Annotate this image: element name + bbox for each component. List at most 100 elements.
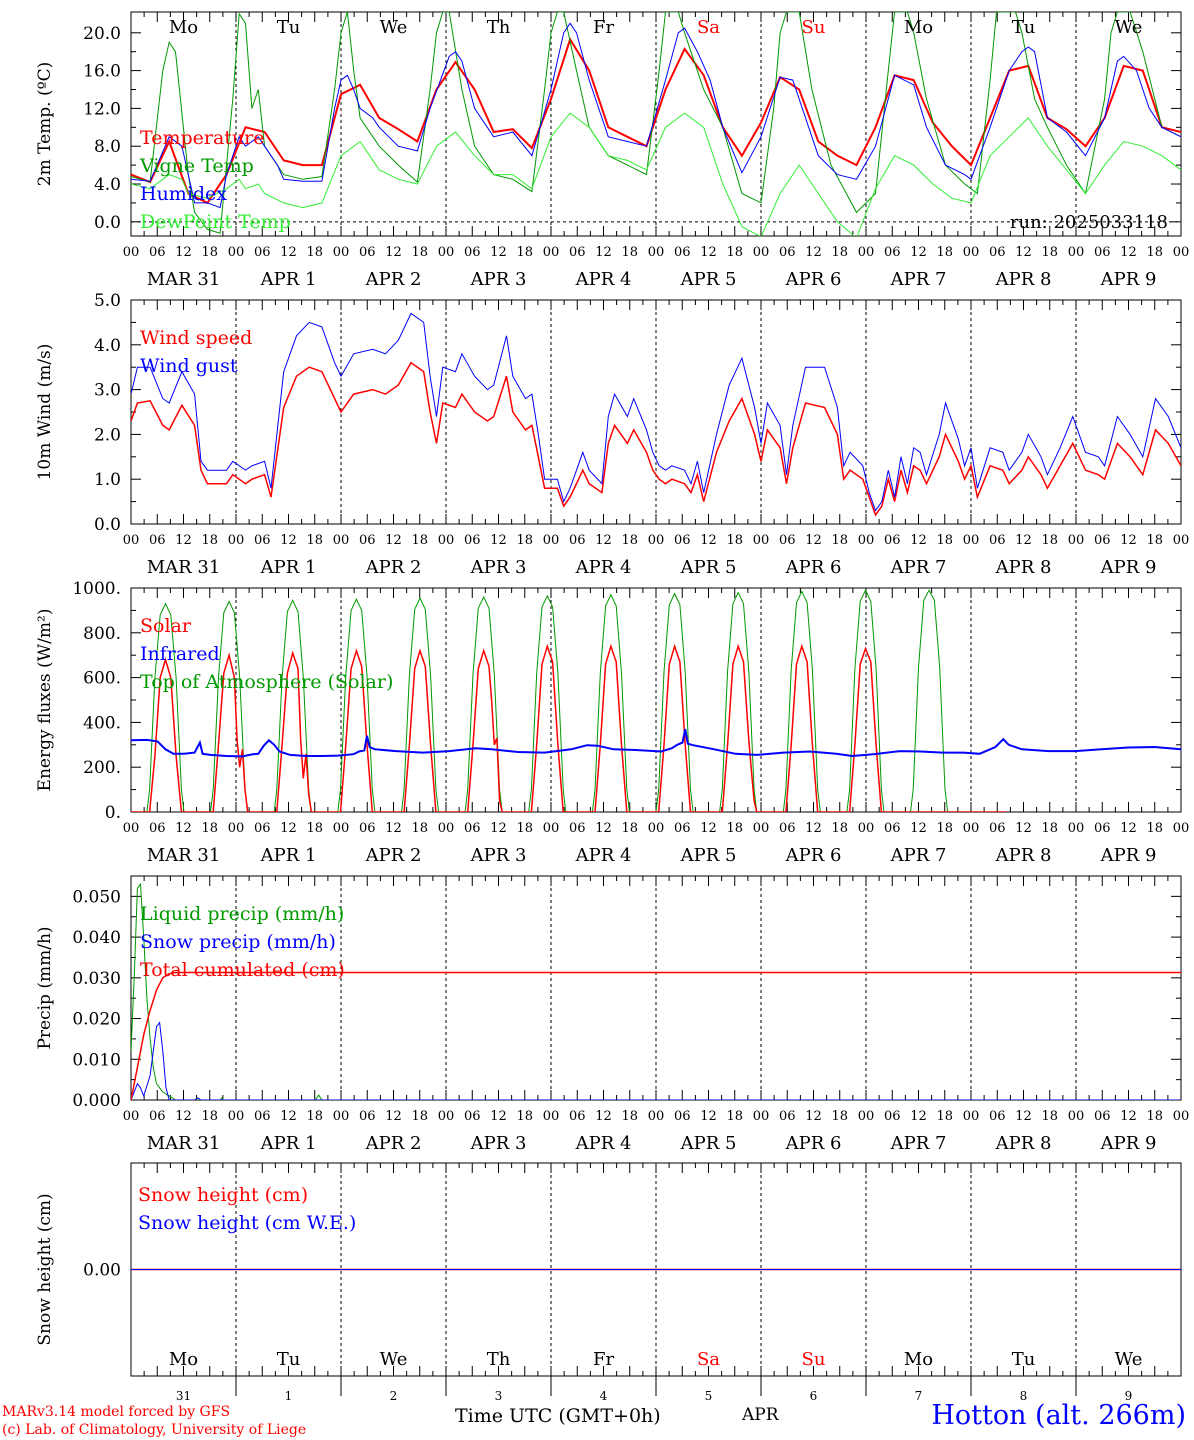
hour-tick-label: 18: [306, 1109, 323, 1124]
hour-tick-label: 18: [1146, 821, 1163, 836]
date-label: APR 7: [890, 1133, 947, 1154]
y-tick-label: 2.0: [94, 425, 121, 445]
y-tick-label: 0.0: [94, 515, 121, 535]
date-label: APR 6: [785, 845, 842, 866]
date-label: MAR 31: [147, 1133, 221, 1154]
hour-tick-label: 18: [201, 1109, 218, 1124]
hour-tick-label: 00: [648, 245, 665, 260]
hour-tick-label: 00: [228, 533, 245, 548]
legend-entry: Snow height (cm): [138, 1184, 308, 1206]
hour-tick-label: 18: [831, 533, 848, 548]
hour-tick-label: 18: [1041, 1109, 1058, 1124]
day-number-label: 8: [1020, 1389, 1028, 1403]
hour-tick-label: 00: [753, 533, 770, 548]
y-tick-label: 1.0: [94, 470, 121, 490]
day-number-label: 6: [810, 1389, 818, 1403]
date-label: APR 9: [1100, 557, 1157, 578]
y-tick-label: 4.0: [94, 175, 121, 195]
hour-tick-label: 06: [674, 245, 691, 260]
weekday-label: We: [380, 17, 408, 38]
hour-tick-label: 00: [333, 533, 350, 548]
hour-tick-label: 12: [700, 821, 717, 836]
hour-tick-label: 06: [569, 245, 586, 260]
day-number-label: 5: [705, 1389, 713, 1403]
hour-tick-label: 18: [621, 1109, 638, 1124]
date-label: APR 1: [260, 845, 317, 866]
hour-tick-label: 06: [779, 245, 796, 260]
y-tick-label: 0.030: [72, 969, 121, 989]
date-label: APR 5: [680, 845, 737, 866]
y-axis-label: 10m Wind (m/s): [35, 344, 55, 481]
hour-tick-label: 06: [989, 821, 1006, 836]
date-label: APR 4: [575, 269, 632, 290]
date-label: APR 4: [575, 845, 632, 866]
weekday-label: Th: [487, 1349, 511, 1370]
y-tick-label: 3.0: [94, 381, 121, 401]
legend-entry: Snow precip (mm/h): [140, 931, 336, 953]
weekday-label: Su: [802, 17, 826, 38]
hour-tick-label: 00: [648, 533, 665, 548]
hour-tick-label: 18: [1146, 245, 1163, 260]
hour-tick-label: 00: [438, 1109, 455, 1124]
hour-tick-label: 00: [1173, 821, 1190, 836]
hour-tick-label: 12: [280, 821, 297, 836]
hour-tick-label: 18: [831, 245, 848, 260]
series-line-snow-precip-mm-h-: [131, 1021, 1181, 1100]
hour-tick-label: 18: [936, 245, 953, 260]
hour-tick-label: 00: [858, 533, 875, 548]
hour-tick-label: 06: [989, 1109, 1006, 1124]
hour-tick-label: 00: [963, 1109, 980, 1124]
weekday-label: Tu: [277, 17, 301, 38]
y-axis-label: 2m Temp. (ºC): [35, 62, 55, 187]
legend-entry: Top of Atmosphere (Solar): [140, 671, 393, 693]
hour-tick-label: 00: [1173, 1109, 1190, 1124]
hour-tick-label: 06: [989, 533, 1006, 548]
date-label: APR 8: [995, 845, 1052, 866]
hour-tick-label: 00: [123, 245, 140, 260]
hour-tick-label: 12: [1015, 1109, 1032, 1124]
plot-frame: [130, 299, 1182, 525]
hour-tick-label: 12: [805, 245, 822, 260]
hour-tick-label: 12: [385, 533, 402, 548]
y-tick-label: 16.0: [83, 62, 121, 82]
y-tick-label: 0.000: [72, 1091, 121, 1111]
weekday-label: Mo: [904, 1349, 933, 1370]
hour-tick-label: 00: [333, 245, 350, 260]
y-tick-label: 0.010: [72, 1050, 121, 1070]
hour-tick-label: 12: [910, 1109, 927, 1124]
hour-tick-label: 06: [254, 821, 271, 836]
day-number-label: 1: [285, 1389, 293, 1403]
date-label: APR 1: [260, 269, 317, 290]
hour-tick-label: 12: [805, 821, 822, 836]
date-label: APR 9: [1100, 845, 1157, 866]
legend-entry: Solar: [140, 615, 192, 637]
hour-tick-label: 06: [569, 821, 586, 836]
date-label: APR 2: [365, 269, 422, 290]
legend-entry: Humidex: [140, 183, 227, 205]
hour-tick-label: 12: [385, 245, 402, 260]
series-line-wind-gust: [131, 312, 1181, 512]
y-tick-label: 20.0: [83, 24, 121, 44]
hour-tick-label: 00: [858, 1109, 875, 1124]
legend-entry: Vigne Temp: [139, 155, 254, 177]
date-label: APR 2: [365, 845, 422, 866]
weekday-label: Mo: [904, 17, 933, 38]
hour-tick-label: 00: [228, 821, 245, 836]
date-label: APR 9: [1100, 1133, 1157, 1154]
hour-tick-label: 06: [149, 821, 166, 836]
credit-line-2: (c) Lab. of Climatology, University of L…: [2, 1422, 307, 1438]
hour-tick-label: 00: [1068, 533, 1085, 548]
hour-tick-label: 00: [333, 1109, 350, 1124]
y-tick-label: 0.040: [72, 928, 121, 948]
date-label: APR 8: [995, 269, 1052, 290]
hour-tick-label: 06: [1094, 533, 1111, 548]
hour-tick-label: 00: [1173, 533, 1190, 548]
date-label: APR 2: [365, 557, 422, 578]
hour-tick-label: 00: [753, 821, 770, 836]
hour-tick-label: 00: [333, 821, 350, 836]
hour-tick-label: 12: [1015, 245, 1032, 260]
hour-tick-label: 06: [779, 533, 796, 548]
day-number-label: 9: [1125, 1389, 1133, 1403]
y-axis-label: Precip (mm/h): [35, 926, 55, 1049]
hour-tick-label: 06: [1094, 821, 1111, 836]
